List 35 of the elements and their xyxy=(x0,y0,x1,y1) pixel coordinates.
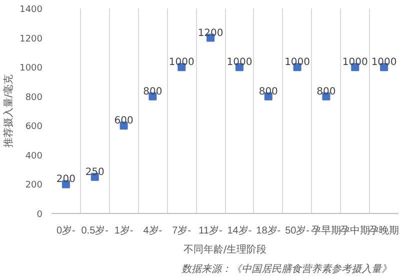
x-tick-label: 孕早期 xyxy=(311,224,342,236)
x-tick-label: 18岁- xyxy=(256,224,281,236)
source-note: 数据来源：《中国居民膳食营养素参考摄入量》 xyxy=(182,263,392,275)
x-tick-label: 4岁- xyxy=(143,224,162,236)
x-tick-label: 0岁- xyxy=(56,224,76,236)
data-label: 250 xyxy=(85,166,104,178)
x-tick-label: 14岁- xyxy=(227,224,252,236)
x-tick-label: 1岁- xyxy=(114,224,134,236)
data-label: 1200 xyxy=(198,28,224,39)
y-tick-label: 1000 xyxy=(20,64,43,74)
y-tick-label: 200 xyxy=(25,180,43,191)
x-tick-label: 孕中期 xyxy=(340,224,370,236)
x-tick-label: 50岁- xyxy=(285,224,310,236)
x-axis-title: 不同年龄/生理阶段 xyxy=(183,244,267,256)
data-label: 800 xyxy=(258,86,278,98)
data-label: 1000 xyxy=(342,57,368,68)
y-tick-label: 600 xyxy=(25,122,43,132)
data-label: 1000 xyxy=(226,57,252,68)
x-tick-label: 11岁- xyxy=(198,224,222,236)
y-axis-title: 推荐摄入量/毫克 xyxy=(2,74,15,148)
data-label: 600 xyxy=(114,116,134,127)
data-label: 200 xyxy=(56,174,76,186)
x-tick-label: 孕晚期 xyxy=(369,224,400,236)
data-label: 800 xyxy=(316,86,336,98)
data-label: 1000 xyxy=(371,57,397,68)
y-tick-label: 400 xyxy=(25,151,43,162)
data-label: 1000 xyxy=(284,57,310,68)
data-label: 1000 xyxy=(168,57,194,68)
data-label: 800 xyxy=(143,86,162,98)
y-tick-label: 1200 xyxy=(20,34,43,44)
x-tick-label: 7岁- xyxy=(172,224,192,236)
y-tick-label: 0 xyxy=(36,210,43,220)
x-tick-label: 0.5岁- xyxy=(81,224,108,236)
y-tick-label: 1400 xyxy=(20,5,43,15)
y-tick-label: 800 xyxy=(25,92,43,103)
